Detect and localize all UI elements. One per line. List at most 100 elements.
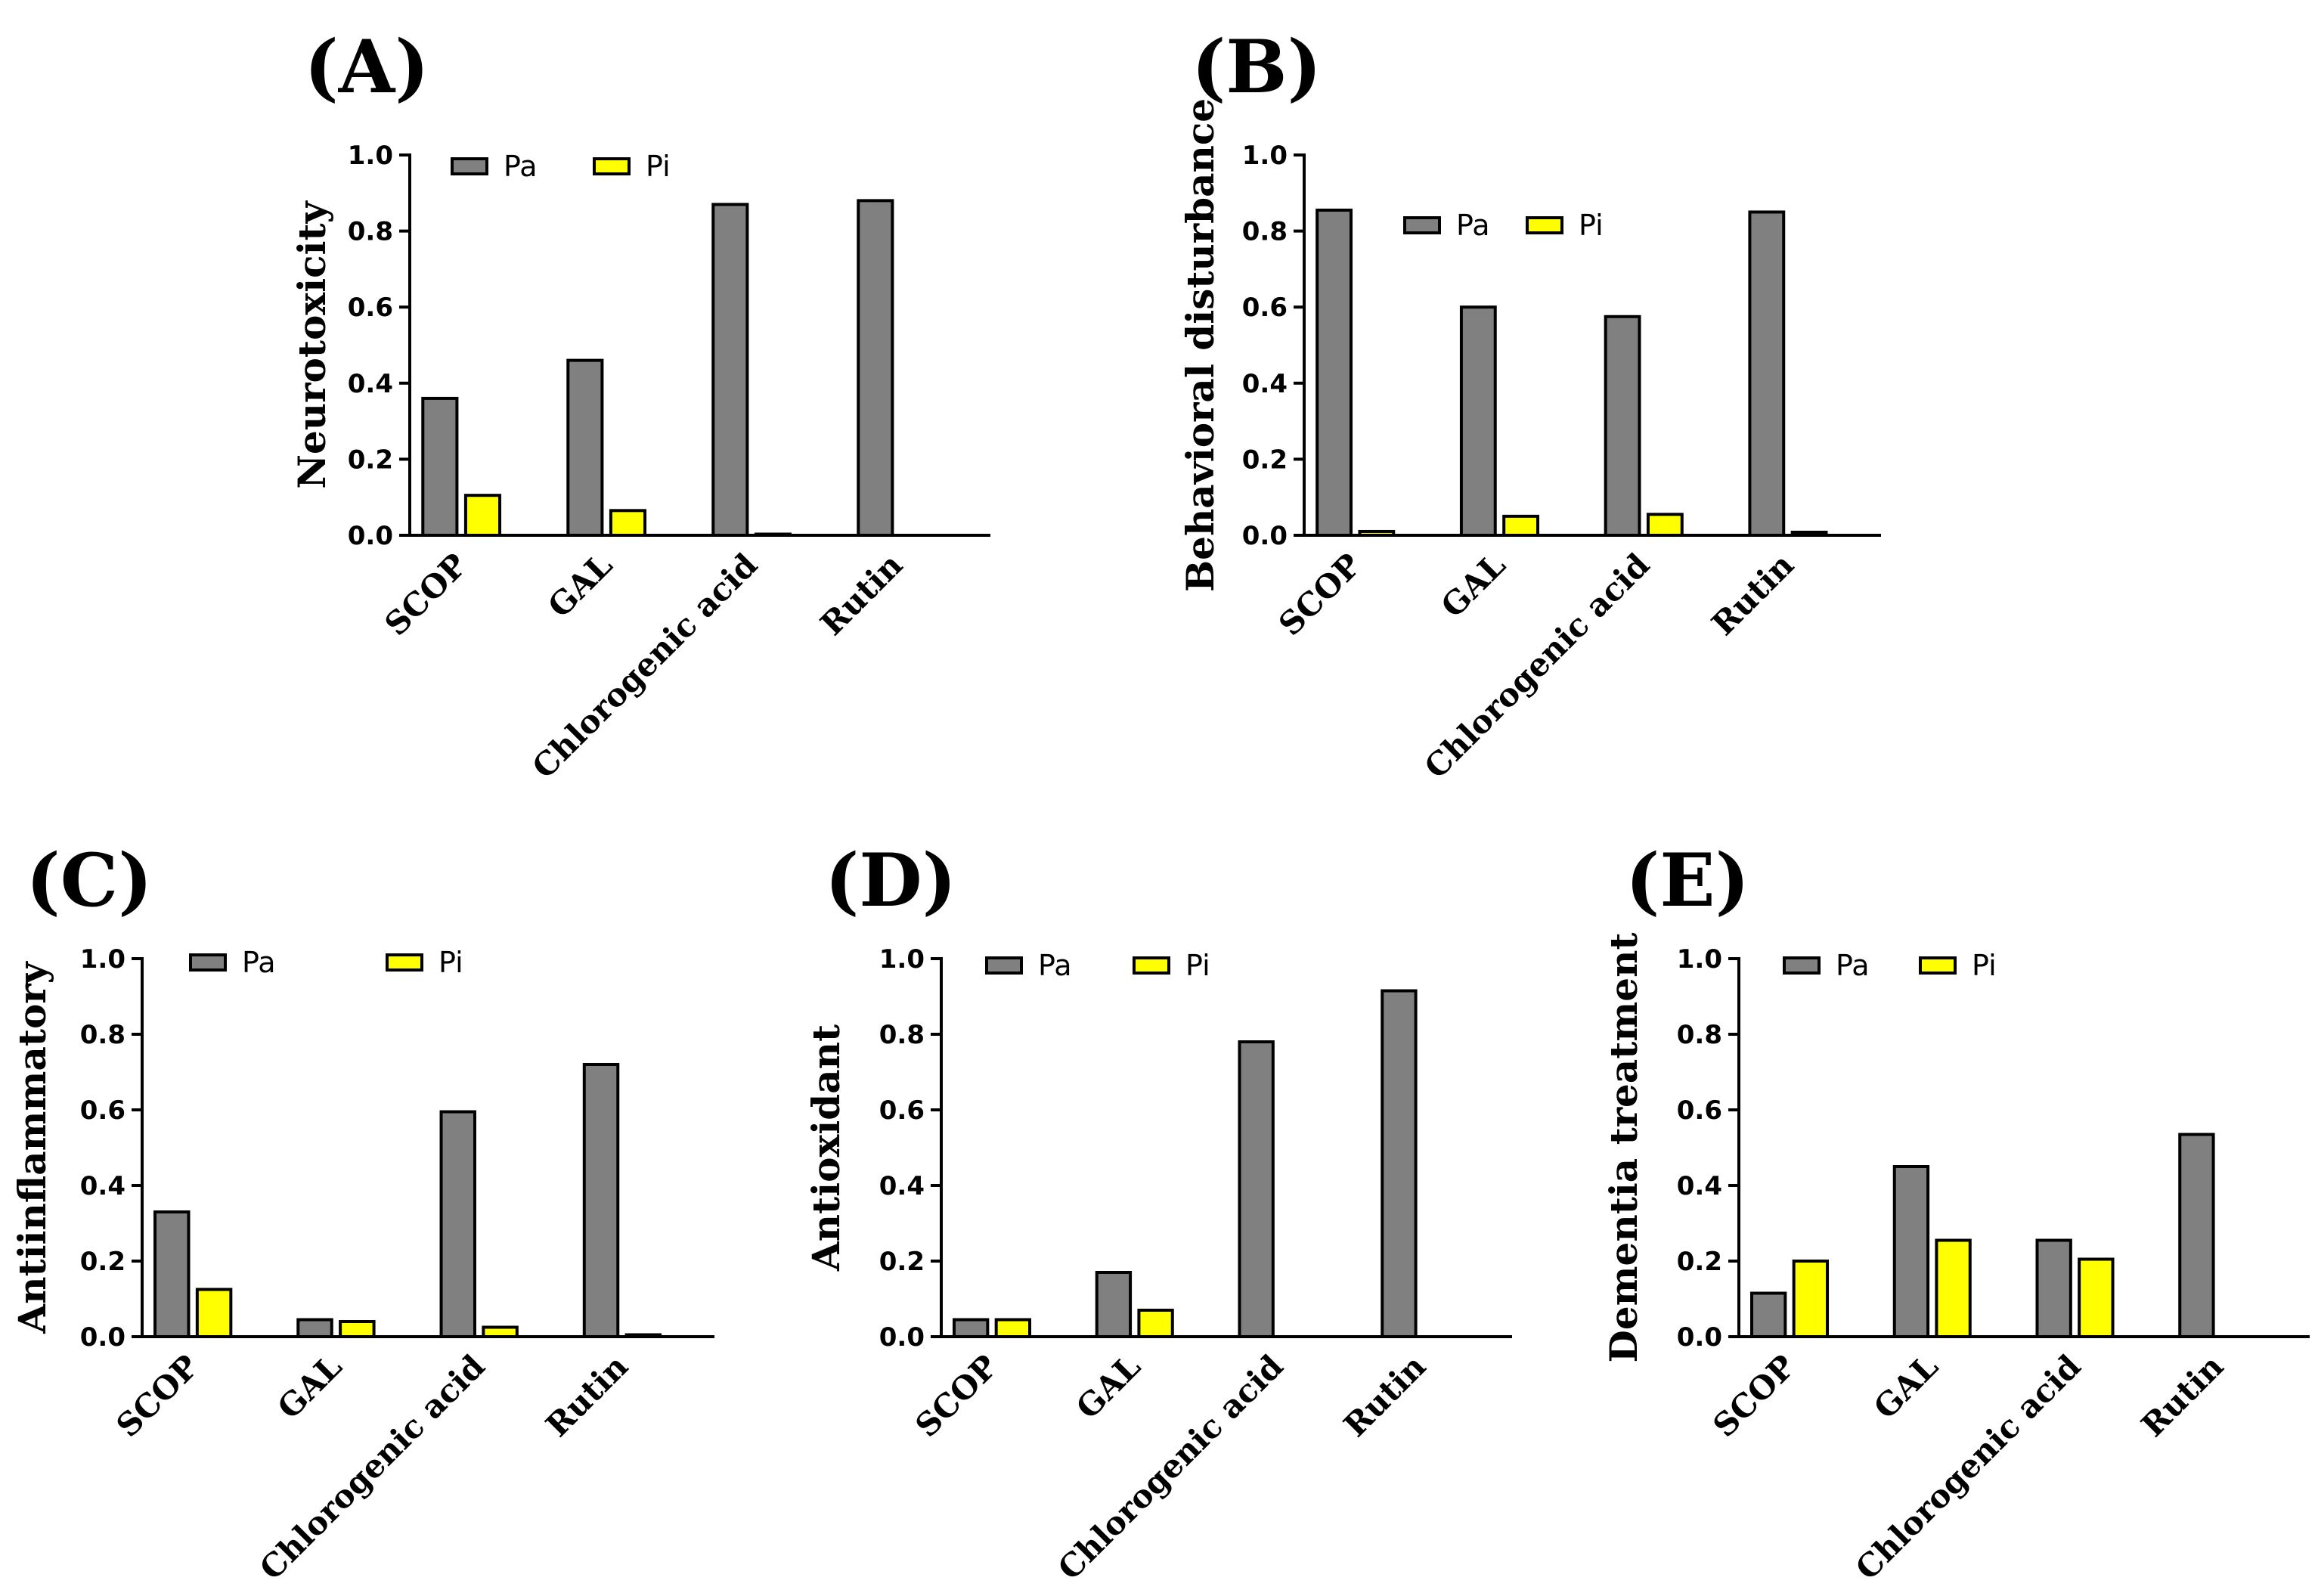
bar-pa-rutin [1748, 210, 1786, 537]
chart-panel-a: (A) Neurotoxicity 0.0 0.2 0.4 0.6 0.8 1.0 SCOP GA… [290, 24, 990, 786]
y-tick-label: 0.8 [80, 1020, 126, 1050]
bar-pa-gal [1459, 305, 1497, 537]
y-axis-label: Behavioral disturbance [1178, 98, 1223, 592]
legend: Pa Pi [1783, 949, 1997, 982]
x-tick-label: Rutin [2134, 1347, 2231, 1444]
bar-pa-scop [1749, 1291, 1787, 1338]
legend-swatch-pi [1133, 956, 1170, 975]
x-tick-label: Rutin [1337, 1347, 1433, 1444]
chart-panel-c: (C) Antiinflammatory 0.0 0.2 0.4 0.6 0.8 1.0 SCO… [10, 838, 714, 1587]
x-tick-label: Rutin [538, 1347, 635, 1444]
y-tick-label: 0.0 [1242, 521, 1288, 551]
bar-pi-rutin [624, 1333, 662, 1338]
legend-label-pa: Pa [1456, 209, 1490, 242]
y-tick-label: 1.0 [348, 141, 393, 171]
legend-swatch-pa [1783, 956, 1821, 975]
bar-pa-gal [296, 1318, 333, 1338]
x-tick-label: SCOP [109, 1347, 206, 1444]
y-tick-label: 0.4 [879, 1171, 925, 1201]
x-tick-label: GAL [1434, 546, 1513, 624]
bar-pa-gal [1095, 1271, 1133, 1338]
y-tick-label: 0.2 [1242, 445, 1288, 475]
bar-pa-rutin [857, 199, 894, 537]
bar-pa-chlorogenic-acid [1238, 1040, 1275, 1338]
bar-pa-scop [421, 396, 459, 537]
y-tick-label: 0.4 [348, 369, 393, 399]
y-tick-label: 0.8 [879, 1020, 925, 1050]
y-tick-label: 0.6 [348, 293, 393, 323]
bar-pi-scop [1792, 1260, 1830, 1338]
x-tick-label: GAL [1867, 1347, 1945, 1426]
x-tick-label: GAL [1069, 1347, 1148, 1426]
legend: Pa Pi [1403, 209, 1604, 242]
chart-panel-b: (B)Behavioral disturbance 0.0 0.2 0.4 0.6 0.8… [1178, 24, 1881, 786]
y-tick-label: 0.6 [1242, 293, 1288, 323]
y-tick-label: 0.4 [1677, 1171, 1722, 1201]
bar-pa-rutin [582, 1063, 620, 1338]
panel-label: (D) [825, 838, 956, 923]
panel-label: (B) [1192, 24, 1322, 110]
y-tick-label: 1.0 [1677, 944, 1722, 975]
legend: Pa Pi [451, 150, 671, 183]
y-tick-label: 0.8 [348, 217, 393, 247]
panel-label: (A) [304, 24, 429, 110]
y-tick-label: 0.8 [1242, 217, 1288, 247]
bar-pi-gal [609, 509, 647, 537]
legend-swatch-pa [189, 953, 227, 972]
y-axis-label: Neurotoxicity [290, 200, 334, 488]
bar-pa-chlorogenic-acid [439, 1110, 477, 1338]
legend: Pa Pi [985, 949, 1210, 982]
bar-pi-chlorogenic-acid [482, 1325, 519, 1338]
bar-pa-gal [566, 358, 604, 537]
bar-pi-chlorogenic-acid [1646, 513, 1684, 538]
bar-pa-rutin [2178, 1133, 2215, 1338]
y-tick-label: 0.6 [80, 1096, 126, 1126]
bar-pa-scop [153, 1210, 191, 1338]
bar-pi-scop [195, 1288, 233, 1338]
x-tick-label: SCOP [908, 1347, 1005, 1444]
panel-label: (E) [1625, 838, 1749, 923]
y-tick-label: 1.0 [879, 944, 925, 975]
legend-label-pi: Pi [1579, 209, 1604, 242]
y-tick-label: 0.8 [1677, 1020, 1722, 1050]
bar-pa-scop [952, 1318, 990, 1338]
bar-pi-scop [994, 1318, 1032, 1338]
legend-swatch-pi [1526, 216, 1563, 234]
y-tick-label: 1.0 [1242, 141, 1288, 171]
y-axis-label: Antioxidant [804, 1024, 848, 1272]
bar-pi-chlorogenic-acid [754, 532, 792, 538]
legend-label-pi: Pi [438, 946, 463, 979]
bar-pi-gal [1502, 514, 1540, 537]
bar-pa-gal [1892, 1165, 1930, 1338]
y-tick-label: 0.6 [879, 1096, 925, 1126]
x-tick-label: SCOP [377, 546, 474, 643]
y-tick-label: 0.0 [879, 1322, 925, 1353]
bar-pi-rutin [1790, 530, 1828, 538]
y-tick-label: 0.2 [879, 1247, 925, 1277]
bar-pa-chlorogenic-acid [1604, 315, 1641, 537]
y-tick-label: 0.2 [348, 445, 393, 475]
bar-pi-gal [1935, 1238, 1972, 1338]
y-tick-label: 0.0 [80, 1322, 126, 1353]
y-tick-label: 0.0 [348, 521, 393, 551]
bar-pa-rutin [1381, 989, 1418, 1338]
x-tick-label: SCOP [1706, 1347, 1802, 1444]
x-tick-label: GAL [541, 546, 619, 624]
x-tick-label: SCOP [1272, 546, 1368, 643]
legend-label-pa: Pa [1038, 949, 1072, 982]
legend-swatch-pi [386, 953, 423, 972]
legend-label-pa: Pa [1836, 949, 1870, 982]
legend-swatch-pi [1919, 956, 1957, 975]
legend-label-pa: Pa [504, 150, 538, 183]
bar-pi-gal [339, 1320, 376, 1338]
bar-pa-scop [1315, 208, 1353, 537]
x-tick-label: GAL [271, 1347, 349, 1426]
y-tick-label: 0.2 [1677, 1247, 1722, 1277]
bar-pi-gal [1137, 1309, 1174, 1338]
bar-pa-chlorogenic-acid [711, 203, 749, 537]
bar-pa-chlorogenic-acid [2035, 1238, 2072, 1338]
panel-label: (C) [26, 838, 152, 923]
y-axis-label: Dementia treatment [1601, 932, 1646, 1362]
